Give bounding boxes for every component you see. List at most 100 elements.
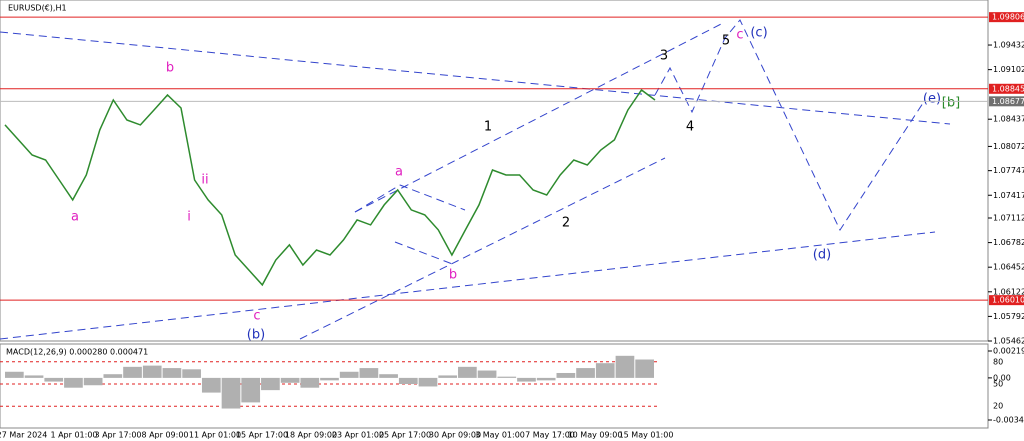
wave-label: ii — [201, 173, 208, 188]
stoch-level-label: 20 — [993, 402, 1003, 411]
trendline — [299, 157, 666, 340]
price-box — [989, 96, 1024, 107]
x-tick-label: 3 Apr 17:00 — [94, 431, 141, 440]
macd-bar — [576, 368, 595, 378]
x-tick-label: 15 Apr 17:00 — [236, 431, 288, 440]
macd-tick-label: -0.003435 — [993, 415, 1024, 424]
y-tick-label: 1.08437 — [993, 115, 1024, 124]
wave-label: (b) — [247, 328, 265, 343]
level-label: 1.06010 — [992, 296, 1024, 305]
level-box — [989, 295, 1024, 306]
trendlines — [0, 19, 951, 340]
trendline — [0, 231, 936, 340]
y-tick-label: 1.09432 — [993, 41, 1024, 50]
y-tick-label: 1.07112 — [993, 213, 1024, 222]
macd-bar — [201, 377, 221, 393]
macd-bar — [103, 374, 123, 378]
trendline — [394, 241, 456, 266]
y-tick-label: 1.06122 — [993, 287, 1024, 296]
macd-bar — [280, 377, 300, 383]
wave-label: (e) — [923, 92, 941, 107]
macd-bar — [162, 368, 182, 378]
macd-bar — [458, 366, 477, 378]
wave-label: c — [253, 309, 260, 324]
macd-bar — [379, 374, 398, 378]
wave-label: (d) — [813, 248, 831, 263]
trendline — [399, 184, 466, 211]
wave-label: a — [395, 165, 403, 180]
macd-bar — [261, 377, 280, 391]
trendline — [354, 21, 726, 213]
chart-title: EURUSD(€),H1 — [8, 4, 67, 13]
wave-label: 1 — [484, 120, 492, 135]
y-tick-label: 1.07417 — [993, 191, 1024, 200]
wave-label: c — [736, 28, 743, 43]
macd-bar — [24, 375, 44, 378]
stoch-level-label: 80 — [993, 357, 1003, 366]
macd-bar — [300, 377, 320, 388]
macd-title: MACD(12,26,9) 0.000280 0.000471 — [6, 348, 148, 357]
wave-label: i — [187, 210, 191, 225]
level-label: 1.09806 — [992, 13, 1024, 22]
stoch-level-label: 50 — [993, 380, 1003, 389]
wave-label: (c) — [750, 26, 767, 41]
x-tick-label: 11 Apr 01:00 — [189, 431, 241, 440]
y-tick-label: 1.09102 — [993, 65, 1024, 74]
level-box — [989, 12, 1024, 23]
wave-label: 3 — [660, 49, 668, 64]
trendline — [354, 184, 401, 213]
macd-bar — [556, 372, 576, 378]
macd-bar — [398, 377, 418, 385]
projection — [654, 19, 926, 232]
x-tick-label: 27 Mar 2024 — [0, 431, 47, 440]
macd-bar — [123, 366, 142, 378]
x-tick-label: 1 Apr 01:00 — [50, 431, 97, 440]
macd-bar — [83, 377, 103, 386]
macd-bar — [241, 377, 261, 403]
macd-bar — [517, 377, 536, 382]
wave-label: 2 — [562, 216, 570, 231]
x-tick-label: 7 May 17:00 — [525, 431, 575, 440]
macd-panel — [0, 343, 989, 429]
macd-bar — [221, 377, 241, 409]
macd-tick-label: 0.00 — [993, 373, 1011, 382]
macd-bar — [320, 377, 339, 381]
y-tick-label: 1.07747 — [993, 166, 1024, 175]
x-tick-label: 10 May 09:00 — [568, 431, 623, 440]
wave-label: 4 — [686, 120, 694, 135]
macd-bar — [497, 376, 517, 378]
wave-label: b — [166, 61, 174, 76]
macd-tick-label: 0.002193 — [993, 347, 1024, 356]
macd-bar — [418, 377, 438, 387]
x-tick-label: 15 May 01:00 — [619, 431, 674, 440]
trendline — [0, 31, 951, 125]
x-tick-label: 23 Apr 01:00 — [332, 431, 384, 440]
y-tick-label: 1.08072 — [993, 142, 1024, 151]
macd-bar — [64, 377, 83, 388]
y-tick-label: 1.05462 — [993, 337, 1024, 346]
y-tick-label: 1.06452 — [993, 263, 1024, 272]
price-line — [4, 88, 656, 287]
macd-bar — [5, 371, 24, 378]
macd-bar — [635, 359, 654, 378]
wave-label: 5 — [722, 34, 730, 49]
level-label: 1.08845 — [992, 84, 1024, 93]
macd-bar — [44, 377, 64, 382]
wave-label: [b] — [942, 96, 960, 111]
macd-bar — [339, 371, 359, 378]
x-tick-label: 18 Apr 09:00 — [285, 431, 337, 440]
macd-bar — [615, 355, 635, 378]
x-tick-label: 25 Apr 17:00 — [379, 431, 431, 440]
x-tick-label: 30 Apr 09:00 — [429, 431, 481, 440]
macd-bar — [142, 365, 162, 378]
current-price-label: 1.08677 — [992, 97, 1024, 106]
macd-bar — [477, 370, 497, 378]
macd-bar — [536, 377, 556, 381]
level-box — [989, 83, 1024, 94]
macd-bar — [438, 375, 458, 378]
macd-bar — [359, 368, 379, 378]
x-tick-label: 8 Apr 09:00 — [141, 431, 188, 440]
y-tick-label: 1.06782 — [993, 238, 1024, 247]
macd-bar — [595, 363, 615, 378]
x-tick-label: 3 May 01:00 — [475, 431, 525, 440]
